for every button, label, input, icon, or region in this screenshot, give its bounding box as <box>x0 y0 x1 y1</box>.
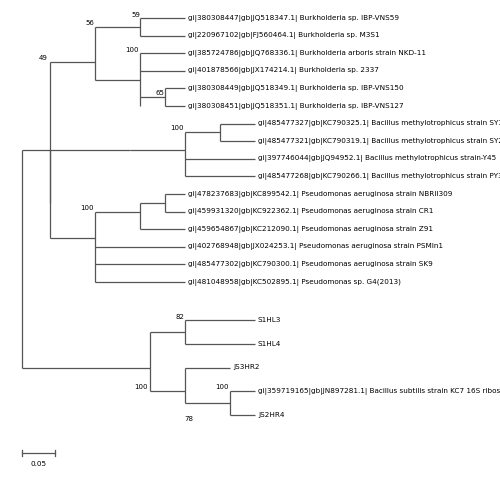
Text: gi|359719165|gb|JN897281.1| Bacillus subtilis strain KC7 16S ribosomal RNA gene : gi|359719165|gb|JN897281.1| Bacillus sub… <box>258 388 500 395</box>
Text: 100: 100 <box>134 384 148 390</box>
Text: gi|485477327|gb|KC790325.1| Bacillus methylotrophicus strain SY33: gi|485477327|gb|KC790325.1| Bacillus met… <box>258 120 500 127</box>
Text: JS2HR4: JS2HR4 <box>258 412 284 418</box>
Text: 78: 78 <box>184 416 193 422</box>
Text: gi|478237683|gb|KC899542.1| Pseudomonas aeruginosa strain NBRII309: gi|478237683|gb|KC899542.1| Pseudomonas … <box>188 191 452 197</box>
Text: gi|397746044|gb|JQ94952.1| Bacillus methylotrophicus strain-Y45: gi|397746044|gb|JQ94952.1| Bacillus meth… <box>258 155 496 163</box>
Text: gi|459931320|gb|KC922362.1| Pseudomonas aeruginosa strain CR1: gi|459931320|gb|KC922362.1| Pseudomonas … <box>188 208 434 215</box>
Text: gi|485477321|gb|KC790319.1| Bacillus methylotrophicus strain SY2: gi|485477321|gb|KC790319.1| Bacillus met… <box>258 138 500 145</box>
Text: gi|485477302|gb|KC790300.1| Pseudomonas aeruginosa strain SK9: gi|485477302|gb|KC790300.1| Pseudomonas … <box>188 261 433 268</box>
Text: 49: 49 <box>39 55 48 61</box>
Text: gi|380308451|gb|JQ518351.1| Burkholderia sp. IBP-VNS127: gi|380308451|gb|JQ518351.1| Burkholderia… <box>188 102 404 109</box>
Text: 65: 65 <box>155 90 164 96</box>
Text: S1HL4: S1HL4 <box>258 341 281 347</box>
Text: gi|380308447|gb|JQ518347.1| Burkholderia sp. IBP-VNS59: gi|380308447|gb|JQ518347.1| Burkholderia… <box>188 14 399 22</box>
Text: S1HL3: S1HL3 <box>258 317 281 323</box>
Text: 100: 100 <box>80 205 94 211</box>
Text: gi|481048958|gb|KC502895.1| Pseudomonas sp. G4(2013): gi|481048958|gb|KC502895.1| Pseudomonas … <box>188 279 401 285</box>
Text: 82: 82 <box>175 314 184 320</box>
Text: 0.05: 0.05 <box>30 461 46 467</box>
Text: gi|401878566|gb|JX174214.1| Burkholderia sp. 2337: gi|401878566|gb|JX174214.1| Burkholderia… <box>188 67 379 74</box>
Text: gi|380308449|gb|JQ518349.1| Burkholderia sp. IBP-VNS150: gi|380308449|gb|JQ518349.1| Burkholderia… <box>188 85 404 92</box>
Text: gi|220967102|gb|FJ560464.1| Burkholderia sp. M3S1: gi|220967102|gb|FJ560464.1| Burkholderia… <box>188 32 380 39</box>
Text: gi|459654867|gb|KC212090.1| Pseudomonas aeruginosa strain Z91: gi|459654867|gb|KC212090.1| Pseudomonas … <box>188 226 433 233</box>
Text: gi|385724786|gb|JQ768336.1| Burkholderia arboris strain NKD-11: gi|385724786|gb|JQ768336.1| Burkholderia… <box>188 50 426 57</box>
Text: 56: 56 <box>85 20 94 26</box>
Text: gi|485477268|gb|KC790266.1| Bacillus methylotrophicus strain PY3: gi|485477268|gb|KC790266.1| Bacillus met… <box>258 173 500 180</box>
Text: 100: 100 <box>126 47 139 53</box>
Text: 100: 100 <box>170 125 184 131</box>
Text: 100: 100 <box>216 384 229 390</box>
Text: 59: 59 <box>131 12 140 18</box>
Text: JS3HR2: JS3HR2 <box>233 365 260 370</box>
Text: gi|402768948|gb|JX024253.1| Pseudomonas aeruginosa strain PSMIn1: gi|402768948|gb|JX024253.1| Pseudomonas … <box>188 243 443 250</box>
